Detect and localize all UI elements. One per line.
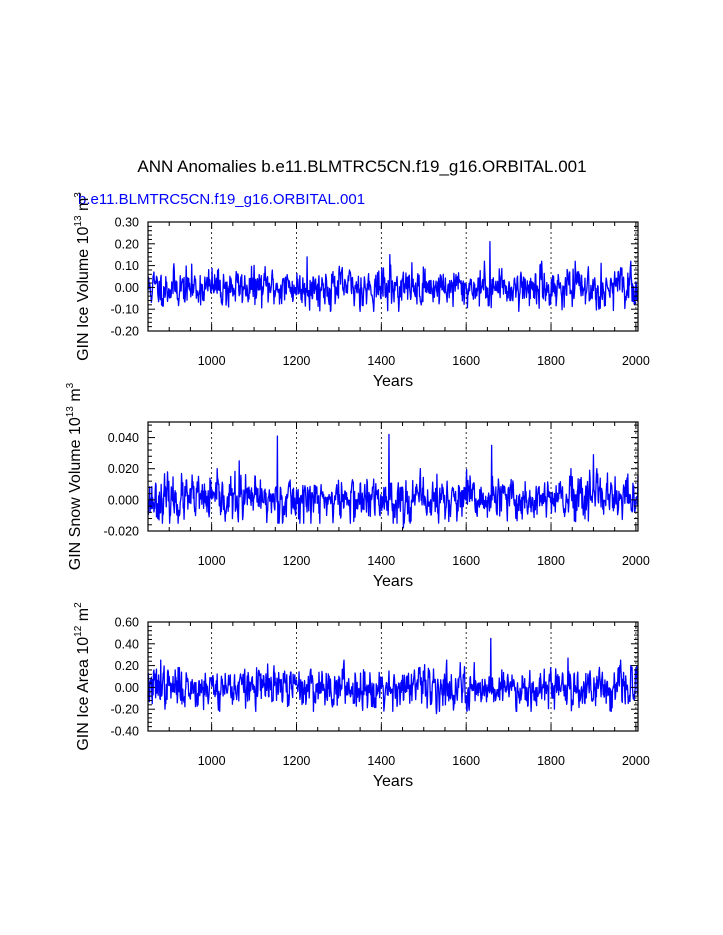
panel-3: -0.40 -0.20 0.00 0.20 0.40 0.60 1000 1200 1400 16… bbox=[73, 602, 650, 790]
x-tick-label: 1600 bbox=[452, 354, 480, 368]
y-tick-label: -0.20 bbox=[111, 703, 140, 717]
x-tick-label: 1800 bbox=[537, 354, 565, 368]
series-line bbox=[147, 637, 639, 715]
y-tick-label: -0.20 bbox=[111, 325, 140, 339]
plot-frame bbox=[147, 421, 639, 532]
y-tick-label: 0.00 bbox=[115, 281, 139, 295]
y-axis-label-exponent: 3 bbox=[73, 192, 84, 198]
plot-frame bbox=[147, 621, 639, 732]
y-tick-label: 0.000 bbox=[108, 493, 139, 507]
y-axis-label-exponent: 2 bbox=[73, 602, 84, 608]
x-tick-label: 2000 bbox=[622, 754, 650, 768]
x-tick-label: 1000 bbox=[198, 754, 226, 768]
y-axis-label-text: m bbox=[67, 388, 84, 406]
y-tick-label: 0.040 bbox=[108, 431, 139, 445]
x-tick-label: 1800 bbox=[537, 754, 565, 768]
y-tick-label: 0.30 bbox=[115, 216, 139, 230]
y-axis-label-text: GIN Ice Volume 10 bbox=[75, 226, 92, 360]
x-tick-label: 2000 bbox=[622, 354, 650, 368]
y-axis-label: GIN Snow Volume 1013 m3 bbox=[65, 382, 84, 570]
x-tick-label: 1400 bbox=[367, 554, 395, 568]
y-axis-label-exponent: 12 bbox=[73, 625, 84, 637]
panel-2: -0.020 0.000 0.020 0.040 1000 1200 1400 1600 180… bbox=[65, 382, 650, 590]
panels: -0.20 -0.10 0.00 0.10 0.20 0.30 1000 1200 1400 16… bbox=[65, 192, 650, 790]
y-axis-label-text: GIN Ice Area 10 bbox=[75, 637, 92, 751]
x-tick-label: 2000 bbox=[622, 554, 650, 568]
y-tick-label: 0.020 bbox=[108, 462, 139, 476]
x-tick-label: 1600 bbox=[452, 754, 480, 768]
x-tick-label: 1400 bbox=[367, 354, 395, 368]
x-tick-label: 1000 bbox=[198, 354, 226, 368]
series-line bbox=[147, 240, 639, 313]
y-tick-label: 0.20 bbox=[115, 659, 139, 673]
x-tick-label: 1200 bbox=[283, 354, 311, 368]
y-axis-label: GIN Ice Volume 1013 m3 bbox=[73, 192, 92, 361]
y-tick-label: 0.00 bbox=[115, 681, 139, 695]
x-tick-label: 1200 bbox=[283, 554, 311, 568]
y-axis-label: GIN Ice Area 1012 m2 bbox=[73, 602, 92, 751]
y-axis-label-text: GIN Snow Volume 10 bbox=[67, 417, 84, 570]
figure-title: ANN Anomalies b.e11.BLMTRC5CN.f19_g16.OR… bbox=[137, 157, 586, 176]
y-tick-label: 0.60 bbox=[115, 616, 139, 630]
y-axis-label-text: m bbox=[75, 608, 92, 626]
x-tick-label: 1800 bbox=[537, 554, 565, 568]
y-tick-label: -0.020 bbox=[104, 525, 139, 539]
x-tick-label: 1600 bbox=[452, 554, 480, 568]
x-axis-label: Years bbox=[373, 573, 413, 590]
y-axis-label-text: m bbox=[75, 198, 92, 216]
panel-case-title: b.e11.BLMTRC5CN.f19_g16.ORBITAL.001 bbox=[78, 191, 365, 208]
panel-1: -0.20 -0.10 0.00 0.10 0.20 0.30 1000 1200 1400 16… bbox=[73, 192, 650, 390]
x-tick-label: 1400 bbox=[367, 754, 395, 768]
x-axis-label: Years bbox=[373, 773, 413, 790]
x-tick-label: 1200 bbox=[283, 754, 311, 768]
y-axis-label-exponent: 13 bbox=[65, 406, 76, 418]
y-tick-label: 0.40 bbox=[115, 637, 139, 651]
x-tick-label: 1000 bbox=[198, 554, 226, 568]
plot-frame bbox=[147, 221, 639, 332]
series-line bbox=[147, 433, 639, 529]
y-tick-label: -0.40 bbox=[111, 725, 140, 739]
y-tick-label: 0.10 bbox=[115, 259, 139, 273]
y-tick-label: -0.10 bbox=[111, 303, 140, 317]
y-axis-label-exponent: 13 bbox=[73, 215, 84, 227]
y-axis-label-exponent: 3 bbox=[65, 382, 76, 388]
y-tick-label: 0.20 bbox=[115, 237, 139, 251]
x-axis-label: Years bbox=[373, 373, 413, 390]
